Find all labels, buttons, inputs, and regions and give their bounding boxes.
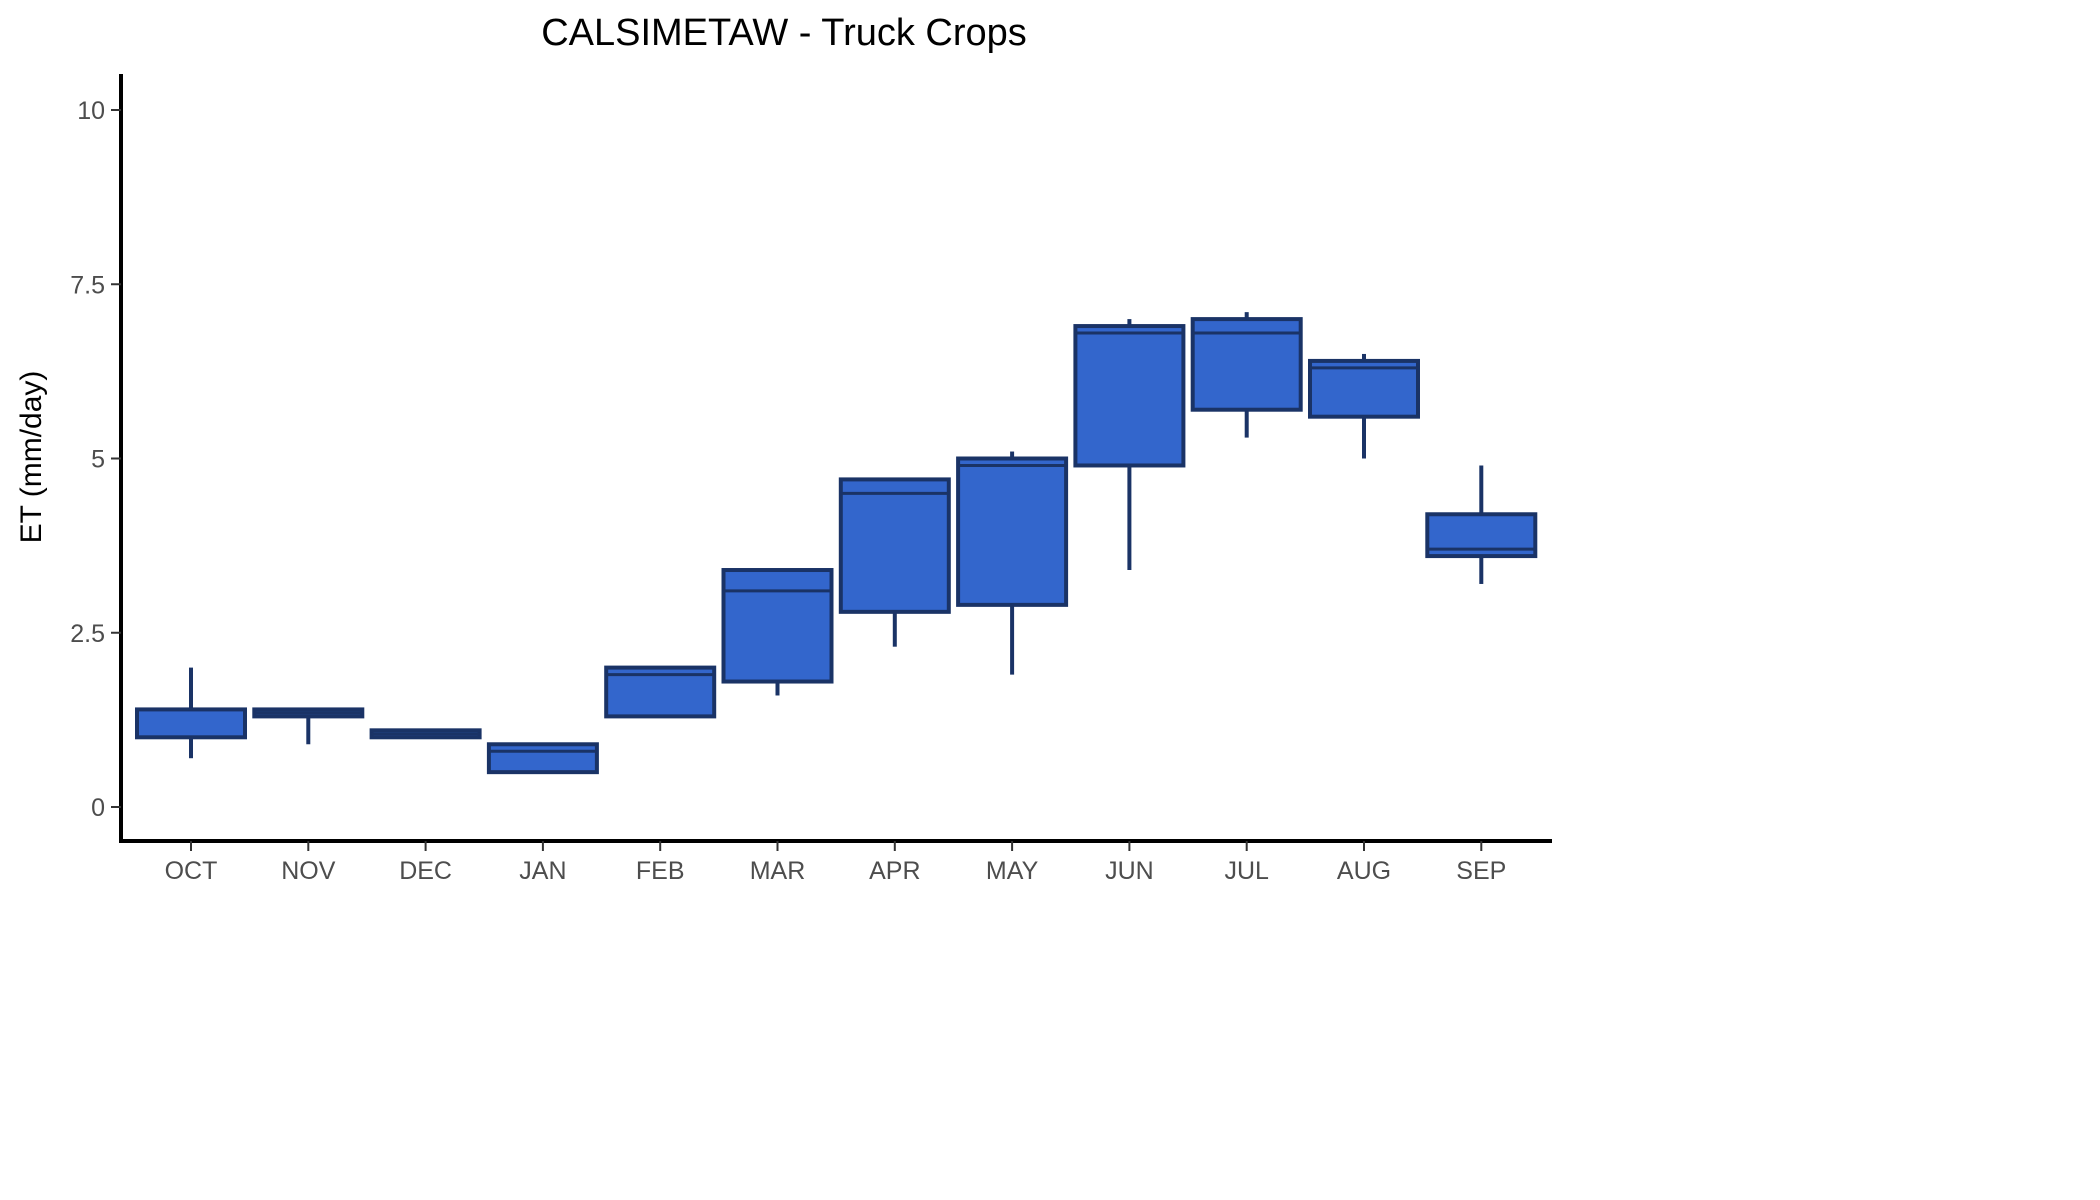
x-tick-label-mar: MAR [750,857,806,885]
boxes-layer [135,312,1538,775]
chart-title: CALSIMETAW - Truck Crops [541,12,1027,54]
x-tick-label-aug: AUG [1337,857,1391,885]
box-dec [369,728,482,740]
y-tick-label: 2.5 [70,620,105,648]
x-tick-label-may: MAY [986,857,1039,885]
box-apr [838,477,951,647]
y-tick-label: 0 [91,794,105,822]
box-jun [1073,319,1186,571]
box-sep [1425,465,1538,584]
y-tick-label: 5 [91,446,105,474]
x-tick-label-jan: JAN [519,857,566,885]
x-tick-label-jul: JUL [1224,857,1269,885]
y-tick-label: 7.5 [70,271,105,299]
x-tick-label-feb: FEB [636,857,685,885]
box-body-apr [838,477,951,614]
box-nov [252,707,365,745]
box-body-aug [1308,358,1420,419]
chart: CALSIMETAW - Truck Crops ET (mm/day) 0 2.… [15,12,1552,885]
x-tick-label-jun: JUN [1105,857,1154,885]
box-aug [1308,353,1420,459]
x-tick-label-nov: NOV [281,857,336,885]
box-feb [604,665,717,719]
box-body-may [956,456,1069,607]
box-oct [135,667,247,759]
box-mar [721,568,834,696]
x-tick-label-apr: APR [869,857,920,885]
box-body-mar [721,568,834,684]
box-jul [1190,312,1303,438]
y-tick-label: 10 [77,97,105,125]
x-tick-label-dec: DEC [399,857,452,885]
box-body-oct [135,707,247,740]
box-body-jan [486,742,599,775]
x-tick-label-sep: SEP [1456,857,1506,885]
box-jan [486,742,599,775]
x-tick-label-oct: OCT [165,857,218,885]
box-body-jun [1073,324,1186,468]
plot-area: 0 2.5 5 7.5 10 OCT NOV DEC JAN FEB MAR APR MAY JUN JUL… [70,74,1552,885]
box-may [956,451,1069,675]
axes-layer: 0 2.5 5 7.5 10 OCT NOV DEC JAN FEB MAR APR MAY JUN JUL… [70,74,1552,885]
